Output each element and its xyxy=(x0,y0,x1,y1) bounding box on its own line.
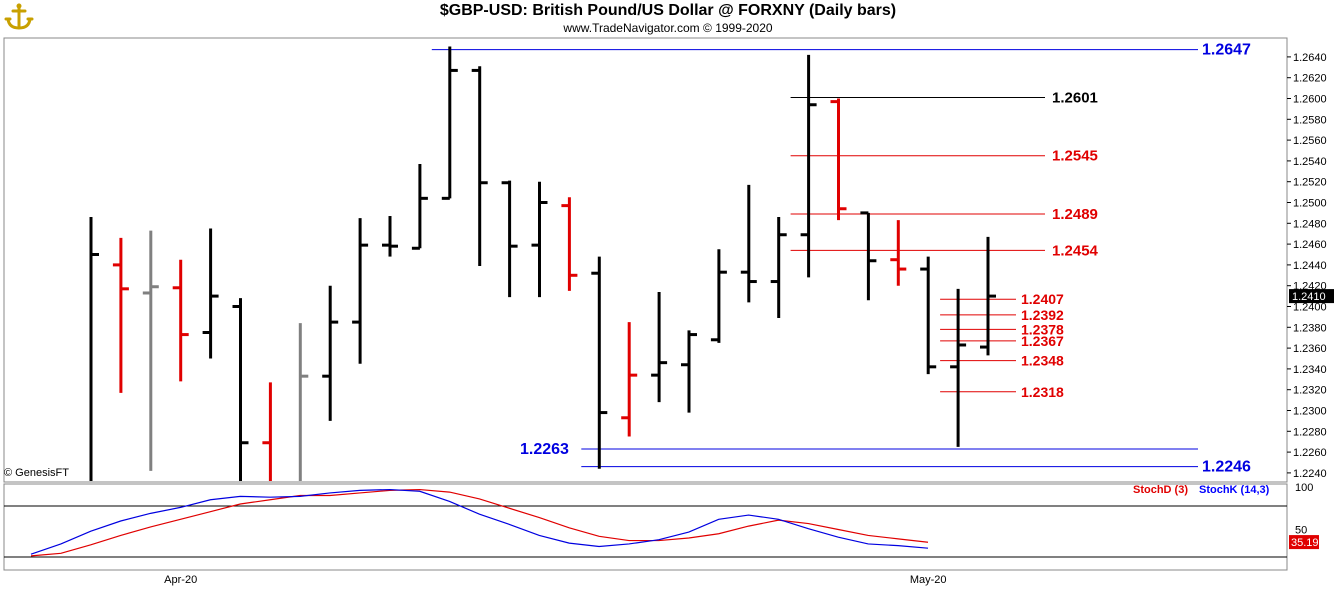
y-tick-label: 1.2320 xyxy=(1293,385,1327,397)
price-level-label: 1.2647 xyxy=(1202,42,1251,59)
price-level-label: 1.2545 xyxy=(1052,148,1098,165)
y-tick-label: 1.2280 xyxy=(1293,426,1327,438)
x-axis: Apr-20 May-20 xyxy=(164,574,946,586)
stoch-d-legend: StochD (3) xyxy=(1133,484,1188,496)
price-panel-border xyxy=(3,37,1288,483)
x-tick-label: Apr-20 xyxy=(164,574,197,586)
y-tick-label: 1.2520 xyxy=(1293,177,1327,189)
chart-frame xyxy=(3,37,1288,571)
y-tick-label: 1.2560 xyxy=(1293,135,1327,147)
y-tick-label: 1.2600 xyxy=(1293,94,1327,106)
stoch-y-label: 100 xyxy=(1295,482,1313,494)
price-level-label: 1.2367 xyxy=(1021,333,1064,349)
copyright: © GenesisFT xyxy=(4,467,69,479)
y-tick-label: 1.2340 xyxy=(1293,364,1327,376)
last-price-box xyxy=(1289,289,1334,304)
y-tick-label: 1.2260 xyxy=(1293,447,1327,459)
y-tick-label: 1.2360 xyxy=(1293,343,1327,355)
price-bars xyxy=(89,46,996,481)
price-level-label: 1.2489 xyxy=(1052,206,1098,223)
price-level-label: 1.2407 xyxy=(1021,291,1064,307)
y-tick-label: 1.2240 xyxy=(1293,468,1327,480)
chart-subtitle: www.TradeNavigator.com © 1999-2020 xyxy=(563,21,773,35)
anchor-logo-icon xyxy=(4,3,34,30)
y-tick-label: 1.2580 xyxy=(1293,114,1327,126)
y-tick-label: 1.2480 xyxy=(1293,218,1327,230)
price-level-label: 1.2601 xyxy=(1052,89,1098,106)
price-level-label: 1.2263 xyxy=(520,441,569,458)
stoch-line xyxy=(30,488,929,555)
price-level-label: 1.2392 xyxy=(1021,307,1064,323)
price-level-label: 1.2348 xyxy=(1021,353,1064,369)
stoch-k-legend: StochK (14,3) xyxy=(1199,484,1270,496)
stoch-y-label: 50 xyxy=(1295,525,1307,537)
y-tick-label: 1.2300 xyxy=(1293,406,1327,418)
price-level-label: 1.2454 xyxy=(1052,242,1099,259)
y-tick-label: 1.2380 xyxy=(1293,322,1327,334)
stoch-line xyxy=(30,488,929,557)
y-tick-label: 1.2500 xyxy=(1293,198,1327,210)
price-level-label: 1.2318 xyxy=(1021,384,1064,400)
stoch-last-box xyxy=(1289,535,1319,550)
price-level-label: 1.2246 xyxy=(1202,459,1251,476)
chart-title: $GBP-USD: British Pound/US Dollar @ FORX… xyxy=(439,2,897,19)
y-tick-label: 1.2460 xyxy=(1293,239,1327,251)
y-tick-label: 1.2620 xyxy=(1293,73,1327,85)
price-axis: 1.2640 1.2620 1.2600 1.2580 1.2560 1.2540 1.25… xyxy=(1287,52,1334,480)
y-tick-label: 1.2400 xyxy=(1293,302,1327,314)
stoch-last-label: 35.19 xyxy=(1291,537,1319,549)
stoch-panel-border xyxy=(3,483,1288,571)
x-tick-label: May-20 xyxy=(910,574,947,586)
last-price-label: 1.2410 xyxy=(1292,291,1326,303)
price-level-label: 1.2378 xyxy=(1021,321,1064,337)
y-tick-label: 1.2440 xyxy=(1293,260,1327,272)
y-tick-label: 1.2540 xyxy=(1293,156,1327,168)
price-levels: 1.26471.26011.25451.24891.24541.24071.23… xyxy=(431,42,1251,476)
y-tick-label: 1.2640 xyxy=(1293,52,1327,64)
